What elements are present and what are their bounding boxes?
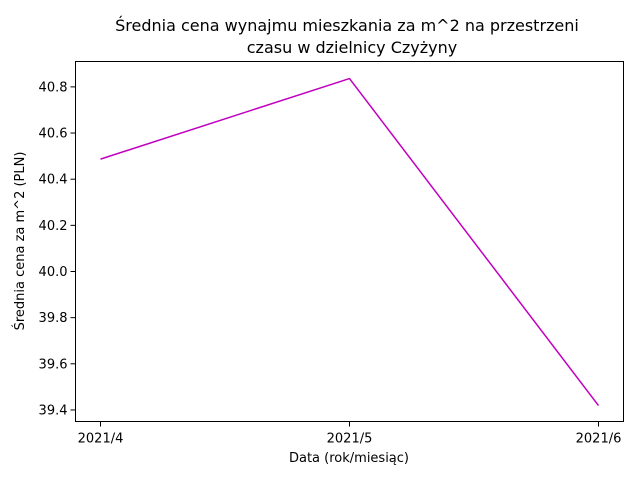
y-axis: 39.4 39.6 39.8 40.0 40.2 40.4 40.6 40.8 xyxy=(39,80,76,418)
y-tick-label: 39.4 xyxy=(39,403,68,418)
x-axis-label: Data (rok/miesiąc) xyxy=(289,451,409,466)
y-tick-label: 40.6 xyxy=(39,127,68,142)
y-tick-label: 40.2 xyxy=(39,219,68,234)
y-tick-label: 40.4 xyxy=(39,173,68,188)
x-axis: 2021/4 2021/5 2021/6 xyxy=(78,421,622,447)
y-tick-label: 39.8 xyxy=(39,311,68,326)
y-axis-label: Średnia cena za m^2 (PLN) xyxy=(12,152,28,331)
y-tick-label: 40.8 xyxy=(39,80,68,95)
x-tick-label: 2021/6 xyxy=(576,432,622,447)
y-tick-label: 39.6 xyxy=(39,357,68,372)
plot-area xyxy=(100,77,600,407)
y-tick-label: 40.0 xyxy=(39,265,68,280)
plot-frame xyxy=(75,61,624,422)
x-tick-label: 2021/5 xyxy=(327,432,373,447)
chart-title-line-2: czasu w dzielnicy Czyżyny xyxy=(247,38,457,57)
series-line xyxy=(100,77,600,407)
x-tick-label: 2021/4 xyxy=(78,432,124,447)
chart-title-line-1: Średnia cena wynajmu mieszkania za m^2 n… xyxy=(115,16,579,35)
